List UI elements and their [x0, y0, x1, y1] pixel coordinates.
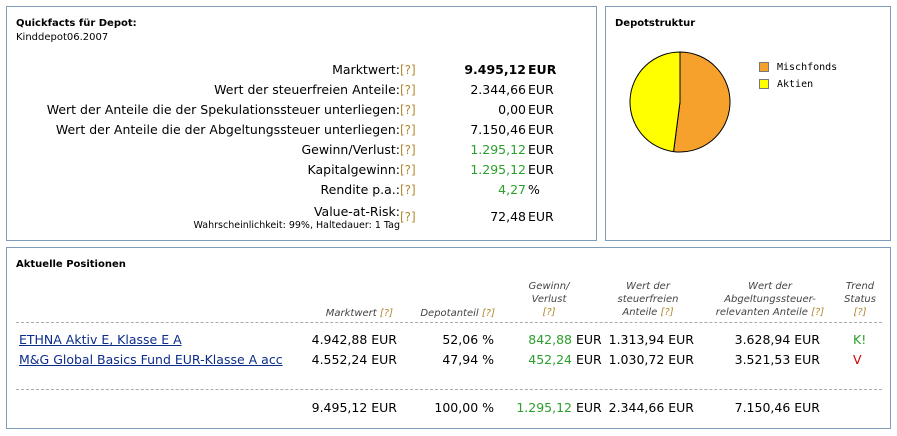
header-abgeltung: Wert der Abgeltungssteuer- relevanten An…: [715, 281, 825, 318]
quickfacts-label: Wert der steuerfreien Anteile:: [214, 82, 400, 97]
help-link[interactable]: [?]: [400, 103, 416, 117]
help-link[interactable]: [?]: [400, 123, 416, 137]
header-steuerfrei: Wert der steuerfreien Anteile [?]: [617, 281, 679, 318]
quickfacts-value: 72,48: [490, 209, 526, 224]
trend-status: K!: [853, 332, 867, 347]
header-divider: [16, 322, 882, 323]
quickfacts-unit: EUR: [528, 82, 554, 97]
quickfacts-label: Kapitalgewinn:: [307, 162, 400, 177]
quickfacts-unit: EUR: [528, 102, 554, 117]
total-gewinn: 1.295,12: [516, 400, 572, 415]
legend-swatch: [759, 79, 769, 89]
help-link[interactable]: [?]: [379, 308, 393, 319]
quickfacts-value: 9.495,12: [464, 62, 526, 77]
position-steuerfrei: 1.030,72 EUR: [608, 352, 694, 367]
positions-title: Aktuelle Positionen: [16, 259, 126, 270]
position-name-link[interactable]: M&G Global Basics Fund EUR-Klasse A acc: [19, 352, 283, 367]
quickfacts-unit: EUR: [528, 162, 554, 177]
quickfacts-label: Gewinn/Verlust:: [301, 142, 400, 157]
quickfacts-row: Wert der Anteile die der Spekulationsste…: [7, 102, 607, 118]
quickfacts-title: Quickfacts für Depot:: [16, 18, 137, 29]
position-gewinn-unit: EUR: [576, 332, 602, 347]
depot-pie-chart: [629, 51, 731, 153]
depotstruktur-title: Depotstruktur: [615, 18, 696, 29]
legend-label: Mischfonds: [777, 62, 838, 73]
depotstruktur-panel: Depotstruktur Mischfonds Aktien: [605, 6, 891, 241]
position-steuerfrei: 1.313,94 EUR: [608, 332, 694, 347]
header-depotanteil: Depotanteil [?]: [420, 308, 495, 319]
depot-name: Kinddepot06.2007: [16, 32, 109, 43]
help-link[interactable]: [?]: [400, 63, 416, 77]
quickfacts-value: 2.344,66: [470, 82, 526, 97]
quickfacts-label: Marktwert:: [332, 62, 400, 77]
total-abgeltung: 7.150,46 EUR: [734, 400, 820, 415]
pie-slice-aktien: [629, 51, 681, 153]
quickfacts-label: Wert der Anteile die der Spekulationsste…: [46, 102, 400, 117]
help-link[interactable]: [?]: [400, 210, 416, 224]
quickfacts-row: Rendite p.a.: [?] 4,27%: [7, 182, 607, 198]
quickfacts-row: Marktwert: [?] 9.495,12 EUR: [7, 62, 607, 78]
total-steuerfrei: 2.344,66 EUR: [608, 400, 694, 415]
position-marktwert: 4.552,24 EUR: [311, 352, 397, 367]
trend-status: V: [853, 352, 862, 367]
position-depotanteil: 47,94 %: [442, 352, 494, 367]
quickfacts-value: 1.295,12: [470, 142, 526, 157]
header-gewinn: Gewinn/ Verlust [?]: [519, 280, 579, 319]
quickfacts-unit: %: [528, 182, 540, 197]
help-link[interactable]: [?]: [400, 83, 416, 97]
quickfacts-row: Wert der Anteile die der Abgeltungssteue…: [7, 122, 607, 138]
legend-swatch: [759, 62, 769, 72]
help-link[interactable]: [?]: [400, 143, 416, 157]
quickfacts-unit: EUR: [528, 142, 554, 157]
quickfacts-value: 4,27: [498, 182, 526, 197]
quickfacts-panel: Quickfacts für Depot: Kinddepot06.2007 M…: [6, 6, 597, 241]
quickfacts-row: Value-at-Risk: Wahrscheinlichkeit: 99%, H…: [7, 204, 607, 231]
quickfacts-row: Gewinn/Verlust: [?] 1.295,12 EUR: [7, 142, 607, 158]
position-gewinn-unit: EUR: [576, 352, 602, 367]
position-depotanteil: 52,06 %: [442, 332, 494, 347]
help-link[interactable]: [?]: [853, 307, 867, 318]
total-depotanteil: 100,00 %: [434, 400, 494, 415]
position-gewinn: 842,88: [528, 332, 572, 347]
quickfacts-label: Wert der Anteile die der Abgeltungssteue…: [55, 122, 400, 137]
quickfacts-label: Value-at-Risk:: [313, 204, 400, 219]
position-gewinn: 452,24: [528, 352, 572, 367]
help-link[interactable]: [?]: [400, 163, 416, 177]
quickfacts-value: 0,00: [498, 102, 526, 117]
help-link[interactable]: [?]: [542, 307, 556, 318]
help-link[interactable]: [?]: [811, 307, 825, 318]
help-link[interactable]: [?]: [660, 307, 674, 318]
totals-divider: [16, 389, 882, 390]
pie-slice-mischfonds: [672, 51, 731, 153]
quickfacts-unit: EUR: [528, 62, 557, 77]
quickfacts-unit: EUR: [528, 209, 554, 224]
help-link[interactable]: [?]: [481, 308, 495, 319]
position-name-link[interactable]: ETHNA Aktiv E, Klasse E A: [19, 332, 182, 347]
quickfacts-label: Rendite p.a.:: [320, 182, 400, 197]
quickfacts-unit: EUR: [528, 122, 554, 137]
positions-panel: Aktuelle Positionen Marktwert [?] Depota…: [6, 247, 891, 429]
quickfacts-value: 1.295,12: [470, 162, 526, 177]
total-gewinn-unit: EUR: [576, 400, 602, 415]
position-marktwert: 4.942,88 EUR: [311, 332, 397, 347]
help-link[interactable]: [?]: [400, 183, 416, 197]
quickfacts-row: Kapitalgewinn: [?] 1.295,12 EUR: [7, 162, 607, 178]
header-marktwert: Marktwert [?]: [325, 308, 393, 319]
position-abgeltung: 3.628,94 EUR: [734, 332, 820, 347]
header-trend: Trend Status [?]: [837, 280, 883, 319]
quickfacts-row: Wert der steuerfreien Anteile: [?] 2.344,6…: [7, 82, 607, 98]
position-abgeltung: 3.521,53 EUR: [734, 352, 820, 367]
legend-label: Aktien: [777, 79, 814, 90]
quickfacts-value: 7.150,46: [470, 122, 526, 137]
total-marktwert: 9.495,12 EUR: [311, 400, 397, 415]
quickfacts-sublabel: Wahrscheinlichkeit: 99%, Haltedauer: 1 T…: [193, 220, 401, 231]
